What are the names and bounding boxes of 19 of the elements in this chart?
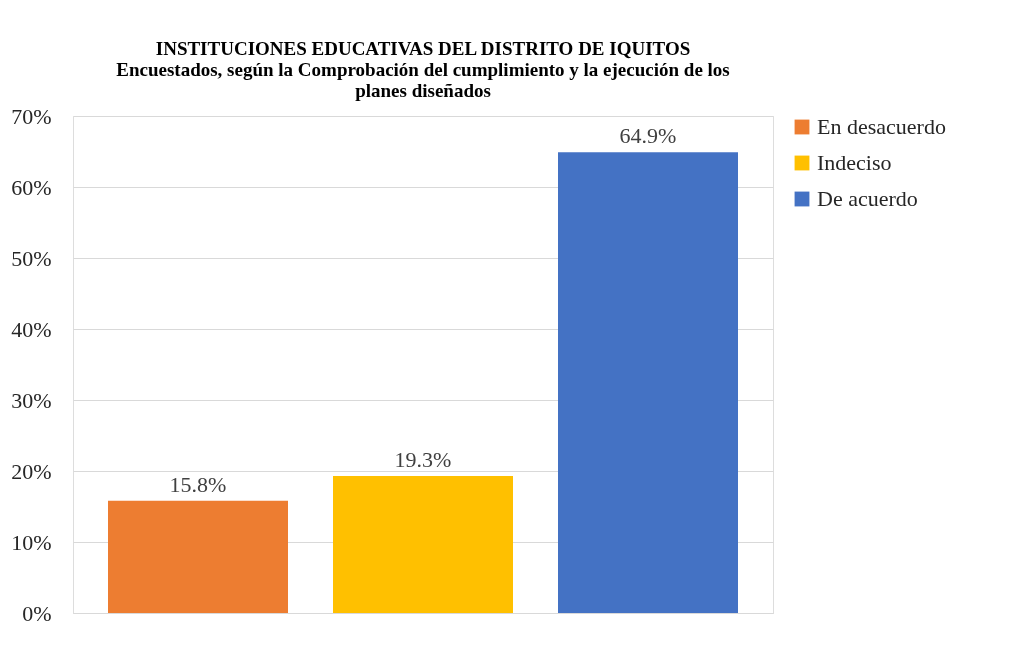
y-tick-label: 20%	[11, 458, 52, 484]
bar	[558, 152, 738, 613]
chart-title: INSTITUCIONES EDUCATIVAS DEL DISTRITO DE IQUITOS	[155, 38, 691, 59]
y-tick-label: 60%	[11, 174, 52, 200]
data-label: 64.9%	[619, 123, 677, 149]
data-label: 19.3%	[394, 446, 452, 472]
y-tick-label: 50%	[11, 245, 52, 271]
legend-label: Indeciso	[817, 150, 892, 175]
y-tick-label: 40%	[11, 316, 52, 342]
y-tick-label: 10%	[11, 529, 52, 555]
data-label: 15.8%	[169, 471, 227, 497]
bar	[108, 500, 288, 613]
bar	[333, 475, 513, 613]
y-tick-label: 0%	[22, 600, 52, 626]
legend-label: En desacuerdo	[817, 114, 946, 139]
y-tick-label: 30%	[11, 387, 52, 413]
chart-subtitle: Encuestados, según la Comprobación del cumplimiento y la ejecución de los planes diseñados	[116, 59, 730, 101]
y-tick-label: 70%	[11, 103, 52, 129]
legend-label: De acuerdo	[817, 186, 918, 211]
